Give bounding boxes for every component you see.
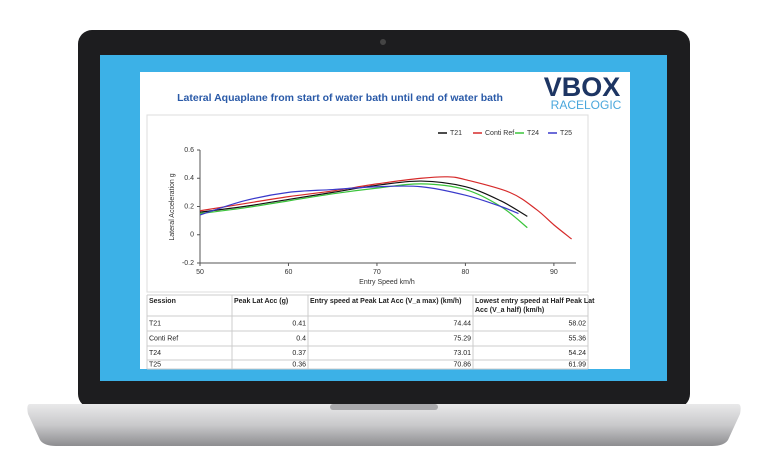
chart-frame xyxy=(146,114,589,293)
series-line xyxy=(199,185,519,216)
series-line xyxy=(199,183,528,229)
legend-label: T21 xyxy=(450,130,462,137)
camera xyxy=(380,39,386,45)
x-tick-label: 70 xyxy=(373,269,381,276)
chart-title: Lateral Aquaplane from start of water ba… xyxy=(177,92,503,104)
table-cell-number: 61.99 xyxy=(568,361,586,368)
y-tick-label: 0.6 xyxy=(184,147,194,154)
table-cell: T21 xyxy=(149,320,161,327)
table-header: Session xyxy=(149,298,176,305)
logo-sub: RACELOGIC xyxy=(551,98,622,112)
x-tick-label: 50 xyxy=(196,269,204,276)
x-axis-label: Entry Speed km/h xyxy=(359,279,415,286)
y-tick-label: 0.2 xyxy=(184,203,194,210)
y-tick-label: -0.2 xyxy=(182,260,194,267)
table: Session Peak Lat Acc (g) Entry speed at Pe… xyxy=(146,294,595,370)
laptop-base xyxy=(27,404,741,446)
table-cell-number: 70.86 xyxy=(453,361,471,368)
legend-label: T25 xyxy=(560,130,572,137)
table-cell-number: 0.37 xyxy=(292,350,306,357)
x-tick-label: 60 xyxy=(285,269,293,276)
table-header: Peak Lat Acc (g) xyxy=(234,298,288,305)
table-cell: T24 xyxy=(149,350,161,357)
y-axis-label: Lateral Acceleration g xyxy=(169,173,176,240)
hinge-notch xyxy=(330,404,438,410)
legend-label: Conti Ref xyxy=(485,130,514,137)
table-cell: T25 xyxy=(149,361,161,368)
table-header: Entry speed at Peak Lat Acc (V_a max) (k… xyxy=(310,298,461,305)
y-tick-label: 0.4 xyxy=(184,175,194,182)
table-cell-number: 75.29 xyxy=(453,335,471,342)
table-cell-number: 73.01 xyxy=(453,350,471,357)
x-tick-label: 90 xyxy=(550,269,558,276)
table-header: Lowest entry speed at Half Peak Lat Acc (… xyxy=(475,298,595,314)
legend-label: T24 xyxy=(527,130,539,137)
table-cell: Conti Ref xyxy=(149,335,178,342)
logo-brand: VBOX xyxy=(544,72,621,102)
table-cell-number: 0.41 xyxy=(292,320,306,327)
series-line xyxy=(199,176,572,240)
y-tick-label: 0 xyxy=(190,232,194,239)
table-cell-number: 0.4 xyxy=(296,335,306,342)
table-cell-number: 58.02 xyxy=(568,320,586,327)
x-tick-label: 80 xyxy=(462,269,470,276)
table-cell-number: 55.36 xyxy=(568,335,586,342)
table-cell-number: 74.44 xyxy=(453,320,471,327)
slide xyxy=(140,72,630,369)
series-line xyxy=(199,180,528,217)
table-cell-number: 0.36 xyxy=(292,361,306,368)
table-cell-number: 54.24 xyxy=(568,350,586,357)
